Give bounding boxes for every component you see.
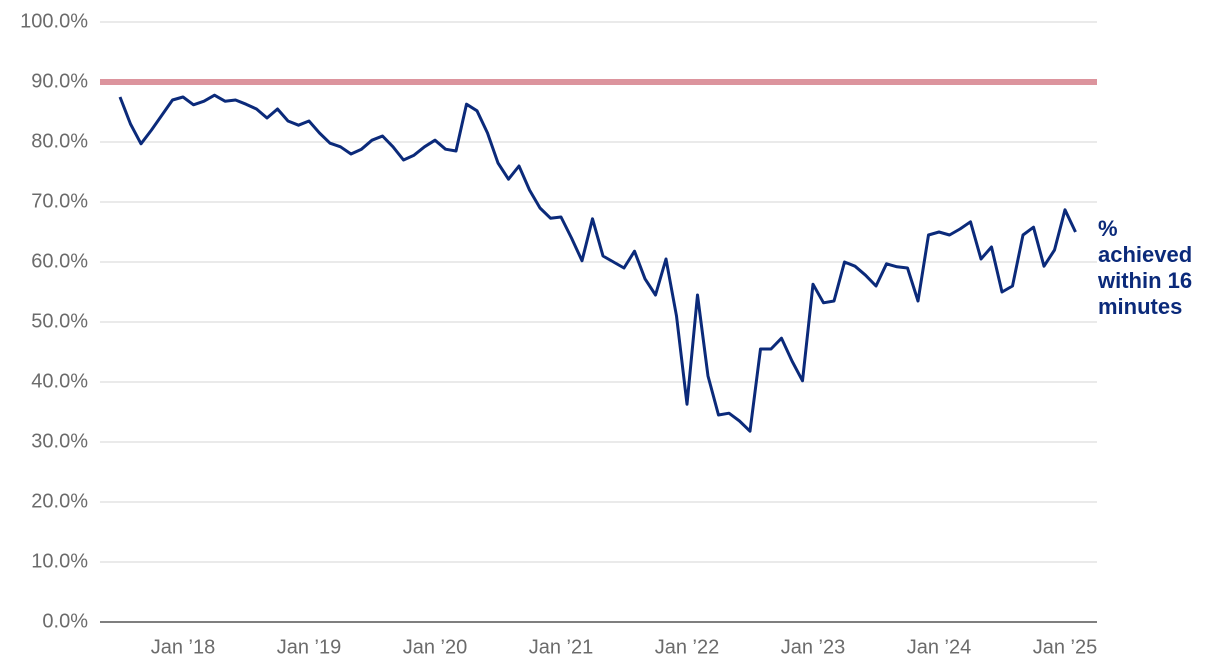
y-tick-label: 0.0% [42, 610, 88, 632]
y-tick-label: 30.0% [31, 430, 88, 452]
x-tick-label: Jan ’22 [655, 636, 720, 658]
x-tick-label: Jan ’24 [907, 636, 972, 658]
x-tick-label: Jan ’21 [529, 636, 594, 658]
y-tick-label: 100.0% [20, 10, 88, 32]
x-tick-label: Jan ’23 [781, 636, 846, 658]
series-label: % achieved within 16 minutes [1098, 216, 1193, 319]
x-tick-label: Jan ’20 [403, 636, 468, 658]
x-tick-label: Jan ’19 [277, 636, 342, 658]
y-tick-label: 80.0% [31, 130, 88, 152]
y-tick-label: 90.0% [31, 70, 88, 92]
y-tick-label: 60.0% [31, 250, 88, 272]
x-tick-label: Jan ’25 [1033, 636, 1098, 658]
y-tick-label: 10.0% [31, 550, 88, 572]
y-tick-label: 20.0% [31, 490, 88, 512]
x-tick-label: Jan ’18 [151, 636, 216, 658]
y-tick-label: 50.0% [31, 310, 88, 332]
y-tick-label: 70.0% [31, 190, 88, 212]
data-line [118, 93, 1077, 433]
y-tick-label: 40.0% [31, 370, 88, 392]
